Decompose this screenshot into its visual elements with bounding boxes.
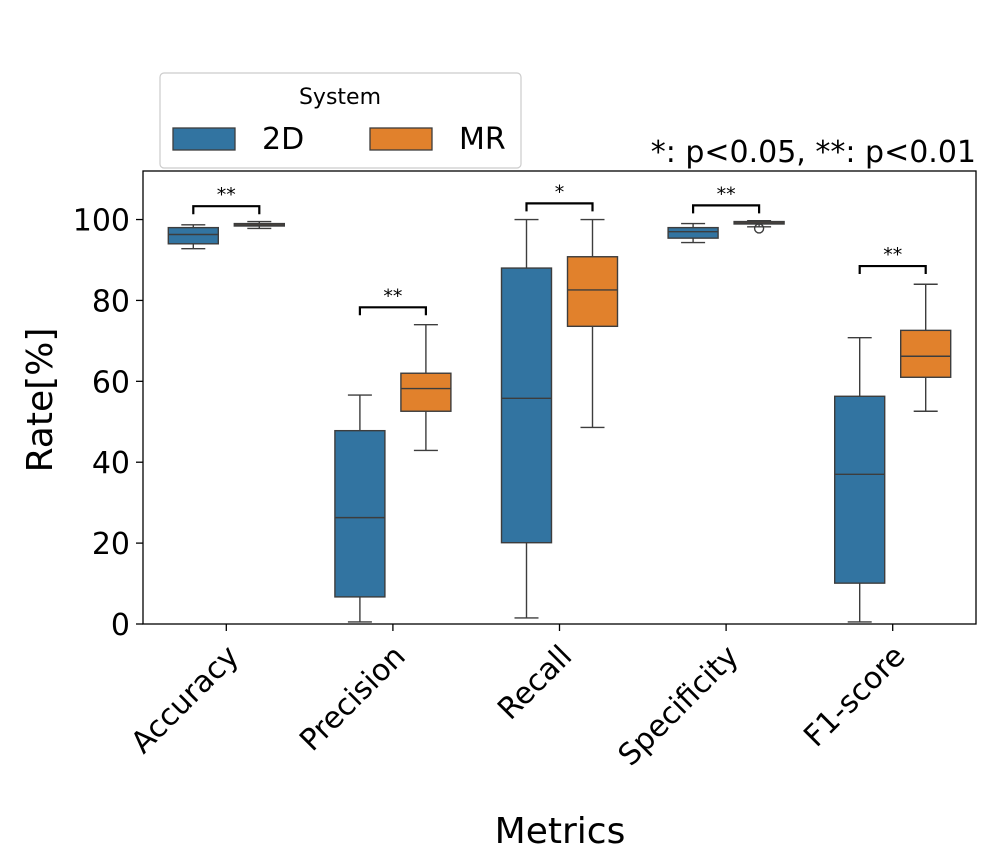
y-tick-label: 80: [92, 284, 130, 319]
significance-bracket: [692, 204, 761, 214]
box-body: [834, 395, 886, 584]
x-tick-label: Accuracy: [124, 639, 246, 761]
outlier-point: [753, 223, 765, 234]
box-body: [667, 226, 719, 239]
legend-title: System: [299, 85, 381, 110]
box-2d-specificity: [667, 222, 719, 244]
box-body: [566, 256, 619, 328]
box-mr-precision: [400, 323, 452, 452]
box-body: [400, 372, 452, 412]
significance-bracket: [858, 264, 927, 275]
x-tick-label: Recall: [491, 639, 579, 727]
axis-ticks: 0 20 40 60 80 100 Accuracy Precision Recall Speci…: [73, 204, 913, 773]
box-body: [900, 329, 952, 378]
significance-brackets: ***** ****: [192, 181, 927, 316]
legend: System 2D MR: [159, 72, 522, 169]
x-tick-label: Precision: [293, 639, 412, 758]
significance-label: **: [883, 244, 902, 266]
significance-note: *: p<0.05, **: p<0.01: [651, 135, 976, 170]
x-tick-label: Specificity: [612, 639, 746, 773]
legend-swatch-2d: [172, 127, 236, 151]
box-mr-f1-score: [900, 283, 952, 412]
significance-bracket: [192, 205, 261, 215]
x-tick-label: F1-score: [797, 639, 912, 754]
legend-swatch-mr: [369, 127, 433, 151]
legend-label-2d: 2D: [262, 122, 304, 157]
box-2d-accuracy: [167, 224, 220, 250]
significance-label: **: [383, 285, 402, 307]
box-body: [500, 267, 553, 544]
significance-label: *: [555, 181, 565, 203]
box-mr-specificity: [733, 220, 785, 234]
y-tick-label: 20: [92, 527, 130, 562]
y-axis-title: Rate[%]: [20, 328, 61, 473]
y-tick-label: 60: [92, 365, 130, 400]
box-body: [167, 226, 220, 245]
legend-label-mr: MR: [459, 122, 506, 157]
box-body: [334, 429, 386, 598]
box-2d-recall: [500, 218, 553, 619]
y-tick-label: 100: [73, 204, 130, 239]
significance-bracket: [525, 202, 594, 212]
x-axis-title: Metrics: [495, 811, 626, 852]
box-mr-accuracy: [233, 220, 286, 230]
y-tick-label: 40: [92, 446, 130, 481]
significance-label: **: [717, 183, 736, 205]
significance-label: **: [217, 184, 236, 206]
significance-bracket: [358, 306, 427, 316]
box-2d-f1-score: [834, 336, 886, 623]
box-plots: [167, 218, 952, 623]
box-mr-recall: [566, 218, 619, 429]
box-2d-precision: [334, 394, 386, 623]
y-tick-label: 0: [111, 608, 130, 643]
